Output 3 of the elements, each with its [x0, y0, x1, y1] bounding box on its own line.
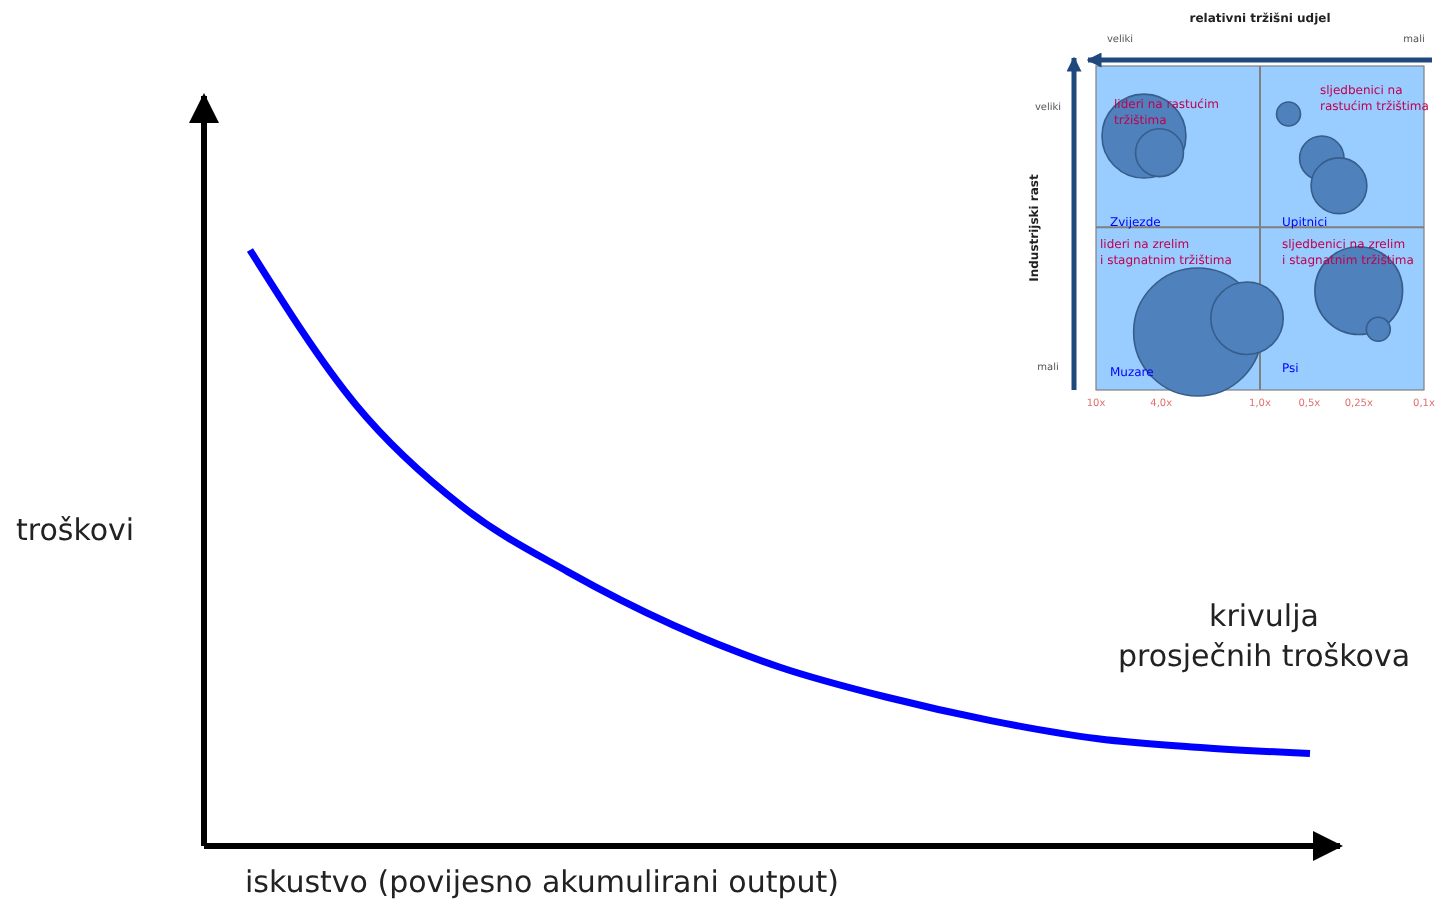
- annotation: krivulja prosječnih troškova: [1117, 598, 1411, 674]
- y-axis-title: troškovi: [16, 512, 135, 548]
- x-axis-title: iskustvo (povijesno akumulirani output): [245, 864, 839, 900]
